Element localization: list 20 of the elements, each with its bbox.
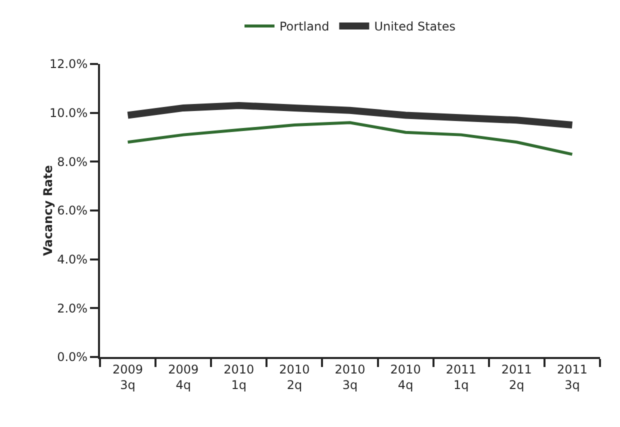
- x-tick-label: 2010 1q: [224, 362, 254, 392]
- line-series: [126, 121, 574, 156]
- x-tick-label: 2011 2q: [501, 362, 532, 392]
- y-tick-label: 10.0%: [49, 106, 88, 120]
- x-tick-label: 2009 3q: [112, 362, 144, 392]
- y-tick-label: 8.0%: [57, 154, 88, 169]
- y-tick-label: 4.0%: [57, 252, 88, 267]
- x-tick-label: 2011 1q: [446, 362, 476, 392]
- legend-label: Portland: [280, 20, 330, 34]
- legend-label: United States: [374, 20, 456, 34]
- x-tick-label: 2010 3q: [334, 362, 366, 392]
- y-axis-title: Vacancy Rate: [41, 165, 56, 256]
- y-tick-label: 2.0%: [57, 301, 88, 316]
- x-tick-label: 2009 4q: [168, 362, 199, 392]
- y-tick-label: 6.0%: [57, 204, 88, 218]
- y-tick-label: 12.0%: [49, 57, 88, 72]
- x-tick-label: 2010 4q: [390, 362, 421, 392]
- y-tick-label: 0.0%: [57, 350, 88, 364]
- x-tick-label: 2011 3q: [556, 362, 588, 392]
- x-tick-label: 2010 2q: [279, 362, 310, 392]
